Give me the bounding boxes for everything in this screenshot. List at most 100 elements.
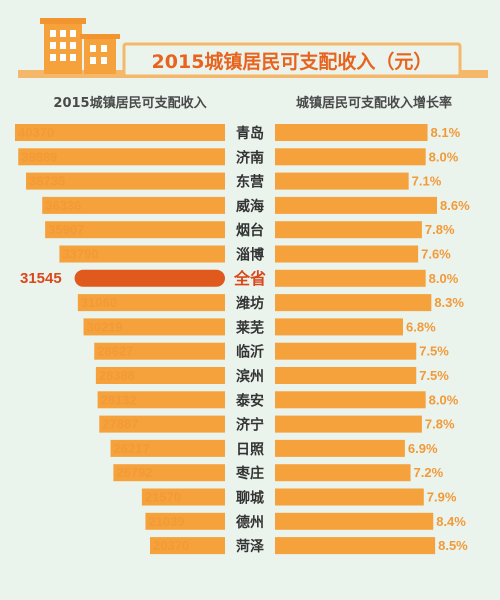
title-box (122, 42, 462, 78)
growth-bar (275, 245, 419, 263)
income-value: 28627 (97, 344, 133, 359)
income-value: 26217 (114, 441, 150, 456)
chart-row: 30219 莱芜 6.8% (83, 318, 436, 336)
city-label: 德州 (236, 514, 264, 531)
income-bar (74, 269, 225, 287)
income-bar (94, 342, 225, 360)
growth-value: 8.3% (434, 295, 464, 310)
income-bar (59, 245, 225, 263)
growth-value: 8.1% (431, 125, 461, 140)
growth-bar (275, 269, 426, 287)
income-bar (110, 439, 225, 457)
right-column-header: 城镇居民可支配收入增长率 (296, 95, 452, 111)
chart-rows: 40370 青岛 8.1% 39889 济南 8.0% 38735 东营 7.1% 36336 威海… (15, 124, 470, 555)
growth-bar (275, 512, 434, 530)
growth-value: 7.6% (421, 247, 451, 262)
chart-row: 36336 威海 8.6% (42, 196, 470, 215)
chart-row: 28627 临沂 7.5% (94, 342, 449, 361)
city-label: 日照 (236, 442, 264, 458)
income-bar (95, 367, 225, 384)
growth-bar (275, 464, 411, 482)
income-bar (97, 391, 225, 409)
income-bar (42, 196, 226, 214)
income-value: 30219 (87, 319, 123, 334)
city-label: 菏泽 (236, 538, 264, 555)
chart-row: 35907 烟台 7.8% (45, 221, 455, 239)
chart-row: 28388 滨州 7.5% (95, 367, 449, 385)
growth-bar (275, 318, 403, 336)
city-label: 莱芜 (236, 319, 264, 336)
income-bar (83, 318, 225, 336)
income-bar (45, 221, 226, 239)
city-label: 淄博 (236, 247, 264, 264)
growth-value: 6.8% (406, 319, 436, 334)
chart-row: 31545 全省 8.0% (20, 269, 459, 288)
income-bar (145, 512, 225, 530)
growth-value: 6.9% (408, 441, 438, 456)
income-bar (77, 294, 225, 312)
growth-value: 7.2% (414, 465, 444, 480)
growth-bar (275, 391, 426, 409)
growth-bar (275, 415, 422, 433)
income-value: 33790 (62, 247, 98, 262)
growth-value: 8.6% (440, 198, 470, 213)
growth-value: 7.8% (425, 222, 455, 237)
city-label: 泰安 (235, 392, 264, 409)
chart-row: 38735 东营 7.1% (26, 172, 442, 191)
income-value: 27887 (102, 417, 138, 432)
growth-value: 8.0% (429, 149, 459, 164)
city-label: 潍坊 (236, 295, 264, 312)
income-value: 21039 (148, 514, 184, 529)
growth-bar (275, 148, 426, 166)
chart-row: 28132 泰安 8.0% (97, 391, 459, 409)
growth-bar (275, 221, 422, 239)
city-label: 威海 (236, 198, 264, 215)
chart-row: 21039 德州 8.4% (145, 512, 466, 531)
city-label: 东营 (236, 174, 264, 191)
growth-bar (275, 294, 432, 312)
city-label: 临沂 (236, 344, 264, 361)
growth-value: 7.1% (412, 174, 442, 189)
income-value: 28388 (99, 368, 135, 383)
chart-row: 21570 聊城 7.9% (141, 488, 457, 507)
income-value: 25792 (116, 465, 152, 480)
income-bar (18, 148, 225, 166)
income-bar (26, 172, 225, 190)
growth-bar (275, 124, 428, 141)
chart-row: 40370 青岛 8.1% (15, 124, 461, 142)
city-label: 烟台 (236, 222, 264, 239)
growth-bar (275, 488, 424, 506)
growth-value: 8.5% (438, 538, 468, 553)
city-label: 青岛 (236, 125, 264, 142)
city-label: 聊城 (236, 490, 264, 507)
income-value: 36336 (45, 198, 81, 213)
income-bar (113, 464, 225, 482)
city-label: 济南 (236, 149, 264, 166)
income-value: 31545 (20, 270, 62, 287)
income-value: 20370 (153, 538, 189, 553)
growth-bar (275, 196, 437, 214)
chart-row: 27887 济宁 7.8% (99, 415, 455, 434)
chart-row: 25792 枣庄 7.2% (113, 464, 444, 482)
growth-bar (275, 172, 409, 190)
income-value: 21570 (145, 490, 181, 505)
growth-value: 7.5% (419, 344, 449, 359)
city-label: 全省 (233, 269, 266, 288)
income-value: 38735 (29, 174, 65, 189)
chart-row: 39889 济南 8.0% (18, 148, 459, 166)
chart-row: 26217 日照 6.9% (110, 439, 438, 458)
income-bar (15, 124, 225, 141)
growth-bar (275, 537, 436, 555)
city-label: 枣庄 (235, 465, 264, 482)
income-value: 35907 (48, 222, 84, 237)
income-bar (99, 415, 225, 433)
growth-value: 8.0% (429, 271, 459, 286)
chart-row: 33790 淄博 7.6% (59, 245, 451, 264)
title-banner: 2015城镇居民可支配收入（元） (18, 18, 488, 78)
income-value: 31060 (81, 295, 117, 310)
income-value: 40370 (18, 125, 54, 140)
growth-value: 7.9% (427, 490, 457, 505)
chart-row: 20370 菏泽 8.5% (150, 537, 468, 555)
growth-bar (275, 367, 417, 384)
growth-value: 8.4% (436, 514, 466, 529)
